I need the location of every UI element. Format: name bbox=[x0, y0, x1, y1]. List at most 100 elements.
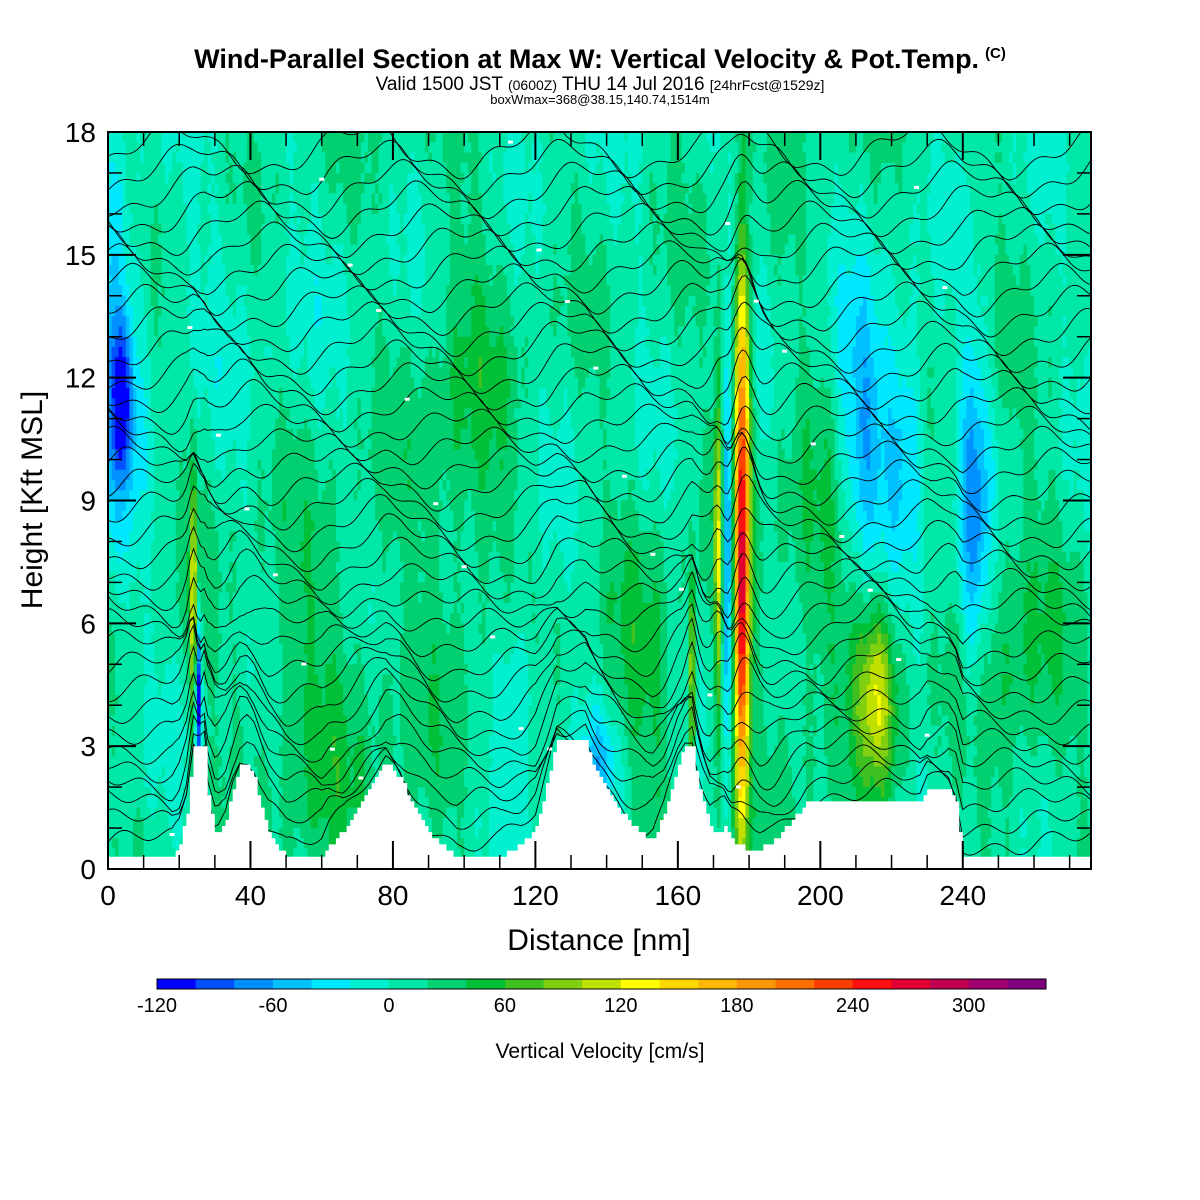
velocity-cell bbox=[834, 162, 839, 174]
velocity-cell bbox=[1005, 183, 1010, 195]
velocity-cell bbox=[891, 265, 896, 276]
velocity-cell bbox=[471, 265, 476, 276]
velocity-cell bbox=[510, 183, 515, 195]
velocity-cell bbox=[1034, 254, 1039, 266]
velocity-cell bbox=[428, 203, 433, 215]
velocity-cell bbox=[870, 224, 875, 235]
velocity-cell bbox=[360, 254, 366, 266]
velocity-cell bbox=[350, 285, 355, 297]
velocity-cell bbox=[1055, 193, 1060, 205]
velocity-cell bbox=[859, 306, 864, 317]
velocity-cell bbox=[795, 254, 800, 266]
velocity-cell bbox=[738, 234, 743, 246]
velocity-cell bbox=[838, 224, 843, 235]
velocity-cell bbox=[645, 275, 650, 287]
velocity-cell bbox=[845, 265, 850, 276]
velocity-cell bbox=[410, 213, 415, 225]
velocity-cell bbox=[724, 132, 729, 143]
velocity-cell bbox=[652, 213, 658, 225]
velocity-cell bbox=[1083, 193, 1089, 205]
velocity-cell bbox=[563, 162, 569, 174]
velocity-cell bbox=[496, 183, 501, 195]
velocity-cell bbox=[467, 224, 472, 235]
velocity-cell bbox=[1030, 275, 1035, 287]
velocity-cell bbox=[218, 244, 223, 256]
velocity-cell bbox=[1005, 203, 1010, 215]
velocity-cell bbox=[895, 203, 900, 215]
velocity-cell bbox=[175, 234, 180, 246]
velocity-cell bbox=[246, 152, 252, 164]
velocity-cell bbox=[620, 265, 626, 276]
velocity-cell bbox=[763, 213, 768, 225]
velocity-cell bbox=[734, 183, 739, 195]
velocity-cell bbox=[791, 234, 796, 246]
velocity-cell bbox=[916, 132, 921, 143]
velocity-cell bbox=[980, 285, 985, 297]
velocity-cell bbox=[827, 183, 832, 195]
velocity-cell bbox=[652, 244, 658, 256]
velocity-cell bbox=[745, 265, 750, 276]
velocity-cell bbox=[524, 265, 529, 276]
velocity-cell bbox=[752, 172, 757, 184]
velocity-cell bbox=[549, 275, 554, 287]
velocity-cell bbox=[122, 203, 127, 215]
velocity-cell bbox=[912, 244, 918, 256]
velocity-cell bbox=[1019, 224, 1024, 235]
velocity-cell bbox=[706, 224, 711, 235]
velocity-cell bbox=[364, 193, 369, 205]
velocity-cell bbox=[852, 265, 857, 276]
velocity-cell bbox=[688, 254, 693, 266]
velocity-cell bbox=[987, 142, 992, 154]
velocity-cell bbox=[606, 254, 611, 266]
velocity-cell bbox=[382, 142, 387, 154]
velocity-cell bbox=[246, 193, 252, 205]
velocity-cell bbox=[684, 162, 690, 174]
velocity-cell bbox=[335, 306, 341, 317]
velocity-cell bbox=[934, 203, 939, 215]
velocity-cell bbox=[211, 193, 216, 205]
velocity-cell bbox=[660, 285, 665, 297]
velocity-cell bbox=[852, 254, 857, 266]
velocity-cell bbox=[560, 172, 565, 184]
velocity-cell bbox=[428, 275, 433, 287]
velocity-cell bbox=[521, 254, 526, 266]
velocity-cell bbox=[980, 132, 985, 143]
velocity-cell bbox=[649, 142, 654, 154]
velocity-cell bbox=[264, 295, 269, 307]
velocity-cell bbox=[264, 244, 269, 256]
velocity-cell bbox=[278, 162, 284, 174]
velocity-cell bbox=[966, 203, 971, 215]
velocity-cell bbox=[164, 234, 170, 246]
velocity-cell bbox=[400, 213, 405, 225]
velocity-cell bbox=[895, 244, 900, 256]
velocity-cell bbox=[1087, 234, 1091, 246]
velocity-cell bbox=[186, 265, 191, 276]
velocity-cell bbox=[421, 183, 426, 195]
velocity-cell bbox=[147, 172, 152, 184]
velocity-cell bbox=[506, 306, 512, 317]
velocity-cell bbox=[332, 132, 337, 143]
velocity-cell bbox=[129, 285, 134, 297]
velocity-cell bbox=[286, 193, 291, 205]
velocity-cell bbox=[891, 285, 896, 297]
velocity-cell bbox=[275, 265, 280, 276]
velocity-cell bbox=[681, 265, 686, 276]
velocity-cell bbox=[375, 244, 380, 256]
velocity-cell bbox=[759, 142, 764, 154]
velocity-cell bbox=[692, 254, 697, 266]
velocity-cell bbox=[734, 234, 739, 246]
velocity-cell bbox=[250, 306, 255, 317]
velocity-cell bbox=[852, 295, 857, 307]
velocity-cell bbox=[788, 183, 793, 195]
velocity-cell bbox=[952, 275, 957, 287]
velocity-cell bbox=[567, 132, 572, 143]
velocity-cell bbox=[877, 254, 882, 266]
velocity-cell bbox=[798, 224, 804, 235]
velocity-cell bbox=[887, 132, 893, 143]
velocity-cell bbox=[250, 203, 255, 215]
velocity-cell bbox=[692, 193, 697, 205]
velocity-cell bbox=[887, 254, 893, 266]
velocity-cell bbox=[1009, 265, 1014, 276]
velocity-cell bbox=[823, 265, 829, 276]
velocity-cell bbox=[154, 244, 159, 256]
